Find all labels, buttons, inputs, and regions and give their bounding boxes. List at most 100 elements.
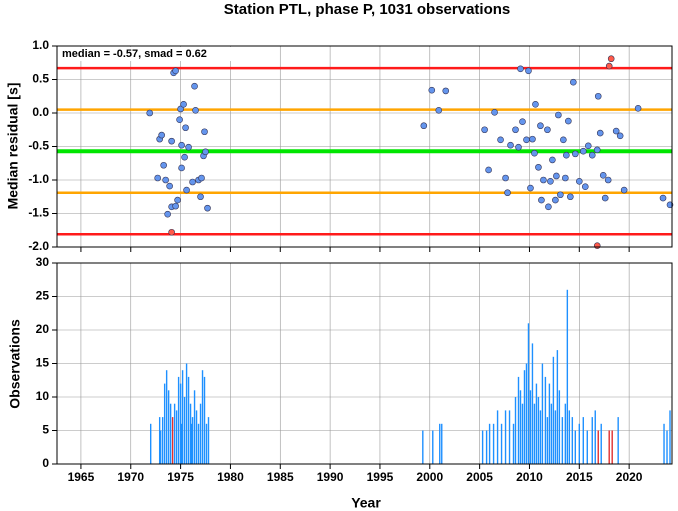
y-axis-label: Median residual [s] xyxy=(5,83,21,210)
y-tick-label: 30 xyxy=(36,255,50,269)
point xyxy=(604,176,612,184)
bar xyxy=(169,403,172,464)
bar xyxy=(173,403,176,464)
point xyxy=(562,174,569,182)
x-tick-label: 2010 xyxy=(516,470,543,484)
bar xyxy=(594,410,596,464)
x-tick-label: 2000 xyxy=(416,470,443,484)
point xyxy=(185,143,192,151)
x-tick-label: 1970 xyxy=(117,470,144,484)
x-tick-label: 2020 xyxy=(616,470,643,484)
point xyxy=(204,204,211,212)
point xyxy=(593,146,601,154)
point xyxy=(154,174,161,182)
bar xyxy=(546,417,549,464)
bar xyxy=(171,417,174,464)
y-tick-label: 0.5 xyxy=(32,72,49,86)
point xyxy=(180,100,187,108)
point xyxy=(160,161,167,169)
point xyxy=(593,242,601,249)
point xyxy=(605,62,613,70)
bar xyxy=(574,430,577,464)
chart-title: Station PTL, phase P, 1031 observations xyxy=(224,1,511,18)
annotation-box xyxy=(58,47,258,61)
point xyxy=(166,182,173,190)
annotation: median = -0.57, smad = 0.62 xyxy=(62,48,207,60)
bar xyxy=(568,410,571,464)
point xyxy=(198,174,205,182)
point xyxy=(532,100,539,108)
bar xyxy=(500,423,503,464)
bar xyxy=(149,423,152,464)
point xyxy=(579,147,587,155)
bar xyxy=(669,410,671,464)
bar xyxy=(521,403,524,464)
bar xyxy=(179,383,182,464)
bar xyxy=(195,410,198,464)
point xyxy=(531,149,538,157)
bar xyxy=(586,430,588,464)
bar xyxy=(550,403,553,464)
bar xyxy=(201,370,204,464)
bar xyxy=(165,370,168,464)
bar xyxy=(163,383,166,464)
bar xyxy=(591,417,593,464)
point xyxy=(178,141,185,149)
bar xyxy=(517,376,520,464)
y-tick-label: 0 xyxy=(42,456,49,470)
point xyxy=(502,174,509,182)
y-tick-label: -1.5 xyxy=(28,206,49,220)
point xyxy=(515,143,522,151)
point xyxy=(182,124,189,132)
bar xyxy=(529,390,532,464)
bar xyxy=(541,363,544,464)
bar xyxy=(611,430,613,464)
bar xyxy=(203,376,206,464)
point xyxy=(481,126,488,134)
point xyxy=(201,128,208,136)
point xyxy=(612,127,620,135)
bar xyxy=(190,423,193,464)
point xyxy=(168,228,175,236)
point xyxy=(523,136,530,144)
point xyxy=(607,55,615,63)
point xyxy=(197,193,204,201)
point xyxy=(594,92,602,100)
bar xyxy=(571,417,574,464)
bar xyxy=(205,423,208,464)
bar xyxy=(539,410,542,464)
point xyxy=(177,105,184,113)
bar xyxy=(561,417,564,464)
bar xyxy=(422,430,424,464)
bar xyxy=(514,397,517,464)
bar xyxy=(187,376,190,464)
point xyxy=(544,126,551,134)
point xyxy=(616,132,624,140)
y-tick-label: -1.0 xyxy=(28,172,49,186)
point xyxy=(168,137,175,145)
bar xyxy=(512,423,515,464)
point xyxy=(164,210,171,218)
point xyxy=(570,78,577,86)
bar xyxy=(554,410,557,464)
bar xyxy=(578,423,581,464)
point xyxy=(584,142,592,150)
point xyxy=(442,87,450,95)
point xyxy=(540,176,547,184)
bar xyxy=(608,430,610,464)
point xyxy=(420,122,428,130)
point xyxy=(537,122,544,130)
point xyxy=(527,184,534,192)
point xyxy=(555,111,562,119)
point xyxy=(428,86,436,94)
bar xyxy=(177,376,180,464)
bar xyxy=(492,423,495,464)
x-tick-label: 1990 xyxy=(317,470,344,484)
point xyxy=(525,67,532,75)
bar xyxy=(533,403,536,464)
point xyxy=(552,196,559,204)
point xyxy=(158,131,165,139)
y-tick-label: 25 xyxy=(36,289,50,303)
point xyxy=(507,141,514,149)
